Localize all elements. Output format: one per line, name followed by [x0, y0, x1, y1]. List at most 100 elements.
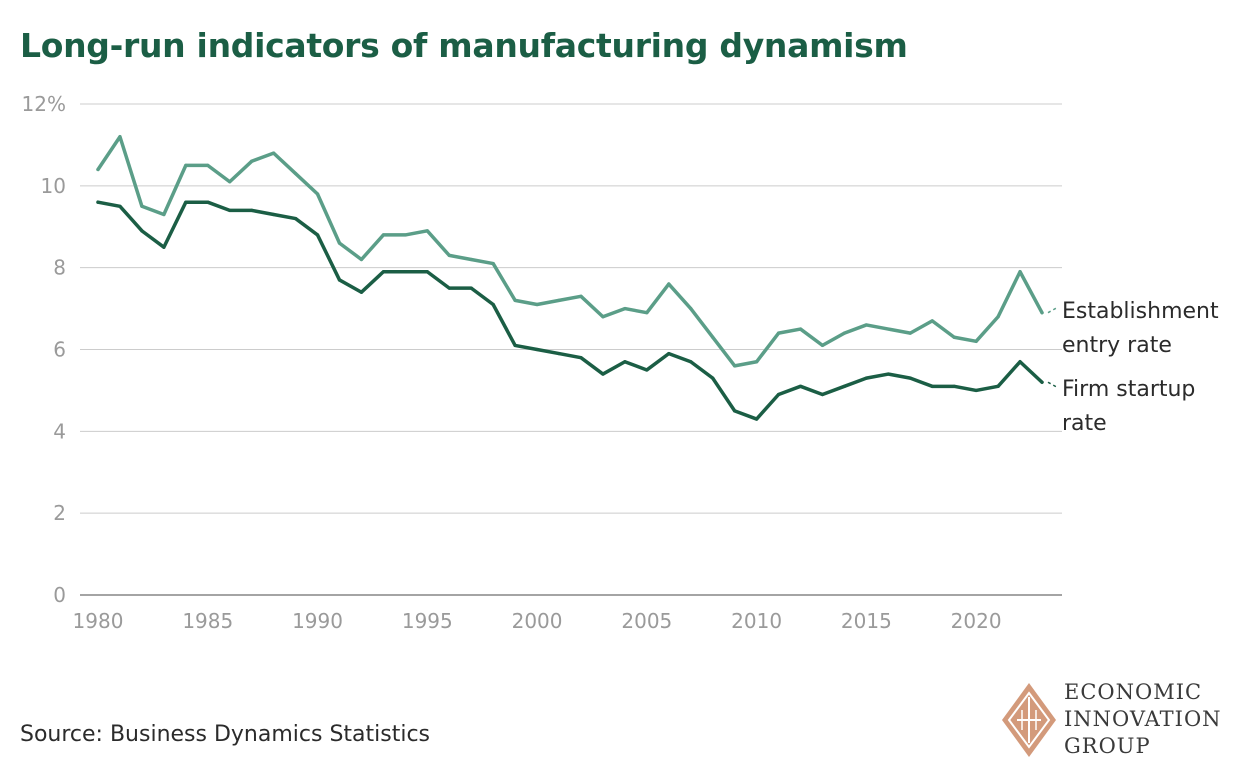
data-point: [908, 376, 912, 380]
logo-line: ECONOMIC: [1064, 680, 1203, 704]
data-point: [469, 257, 473, 262]
source-note: Source: Business Dynamics Statistics: [20, 722, 431, 747]
data-point: [689, 306, 693, 311]
data-point: [755, 417, 759, 421]
data-point: [579, 356, 583, 360]
data-point: [272, 151, 276, 155]
data-point: [206, 163, 210, 167]
x-tick-label: 2020: [951, 609, 1002, 633]
data-point: [162, 245, 166, 249]
data-point: [272, 212, 276, 217]
data-point: [798, 384, 803, 388]
data-point: [337, 241, 342, 245]
y-axis-ticks: 0 2 4 6 8 10 12%: [22, 92, 66, 607]
data-point: [579, 294, 583, 298]
logo-wordmark: ECONOMIC INNOVATION GROUP: [1064, 679, 1222, 760]
x-axis-ticks: 1980 1985 1990 1995 2000 2005 2010 2015 2020: [73, 609, 1002, 633]
data-point: [184, 163, 188, 167]
data-point: [864, 376, 868, 380]
data-point: [733, 409, 737, 413]
x-tick-label: 2010: [731, 609, 782, 633]
data-point: [228, 208, 232, 212]
data-point: [667, 351, 671, 356]
data-point: [337, 278, 342, 282]
y-tick-label: 2: [53, 501, 66, 525]
data-point: [733, 364, 737, 368]
data-point: [557, 351, 561, 356]
data-point: [711, 376, 715, 380]
data-point: [886, 372, 890, 376]
logo-line: INNOVATION: [1064, 707, 1222, 731]
data-point: [952, 384, 956, 388]
data-point: [842, 331, 847, 335]
x-tick-label: 1985: [182, 609, 233, 633]
series-line: [96, 200, 1044, 421]
x-tick-label: 2005: [621, 609, 672, 633]
data-point: [535, 347, 539, 352]
series-labels: Establishment entry rate Firm startup rate: [1047, 299, 1219, 436]
data-point: [250, 208, 254, 212]
data-point: [1018, 360, 1022, 364]
grid-lines: [80, 103, 1062, 596]
data-point: [557, 298, 561, 302]
y-tick-label: 0: [53, 583, 66, 607]
data-point: [118, 204, 122, 208]
data-point: [711, 335, 715, 339]
data-point: [974, 339, 978, 343]
data-point: [996, 384, 1000, 388]
data-point: [293, 216, 298, 221]
data-point: [952, 335, 956, 339]
data-point: [842, 384, 847, 388]
series-label: Establishment: [1062, 299, 1219, 324]
data-point: [930, 319, 934, 323]
data-point: [755, 360, 759, 364]
data-point: [206, 200, 210, 204]
data-point: [403, 270, 407, 274]
eig-logo: ECONOMIC INNOVATION GROUP: [998, 679, 1228, 761]
x-tick-label: 1995: [402, 609, 453, 633]
series-label: entry rate: [1062, 333, 1172, 358]
data-point: [601, 372, 605, 376]
logo-line: GROUP: [1064, 734, 1151, 758]
data-point: [1040, 380, 1044, 384]
data-point: [820, 392, 825, 397]
data-point: [645, 311, 649, 315]
data-point: [645, 368, 649, 372]
data-point: [403, 233, 407, 237]
data-point: [184, 200, 188, 204]
data-point: [623, 360, 627, 364]
line-chart: 0 2 4 6 8 10 12% 1980 1985 1990 1995 2000 2005 2010 2…: [22, 92, 1219, 633]
data-point: [96, 167, 100, 172]
data-point: [447, 253, 451, 257]
data-point: [601, 315, 605, 319]
data-point: [469, 286, 473, 290]
data-point: [425, 229, 429, 233]
data-point: [359, 257, 364, 262]
data-point: [250, 159, 254, 163]
data-point: [908, 331, 912, 335]
y-tick-label: 4: [53, 419, 66, 443]
x-tick-label: 1990: [292, 609, 343, 633]
data-point: [623, 306, 627, 311]
y-tick-label: 8: [53, 256, 66, 280]
data-point: [513, 343, 517, 348]
data-point: [162, 212, 166, 217]
data-point: [447, 286, 451, 290]
data-point: [996, 315, 1000, 319]
x-tick-label: 2015: [841, 609, 892, 633]
data-point: [425, 270, 429, 274]
data-point: [293, 171, 298, 176]
data-point: [359, 290, 364, 294]
data-point: [776, 392, 781, 397]
data-point: [689, 360, 693, 364]
x-tick-label: 2000: [512, 609, 563, 633]
data-point: [228, 180, 232, 184]
label-leader: [1047, 307, 1058, 314]
data-point: [820, 343, 825, 348]
x-tick-label: 1980: [73, 609, 124, 633]
data-point: [315, 233, 320, 237]
series-label: rate: [1062, 411, 1107, 436]
data-point: [491, 261, 495, 266]
y-tick-label: 6: [53, 338, 66, 362]
series-label: Firm startup: [1062, 377, 1195, 402]
